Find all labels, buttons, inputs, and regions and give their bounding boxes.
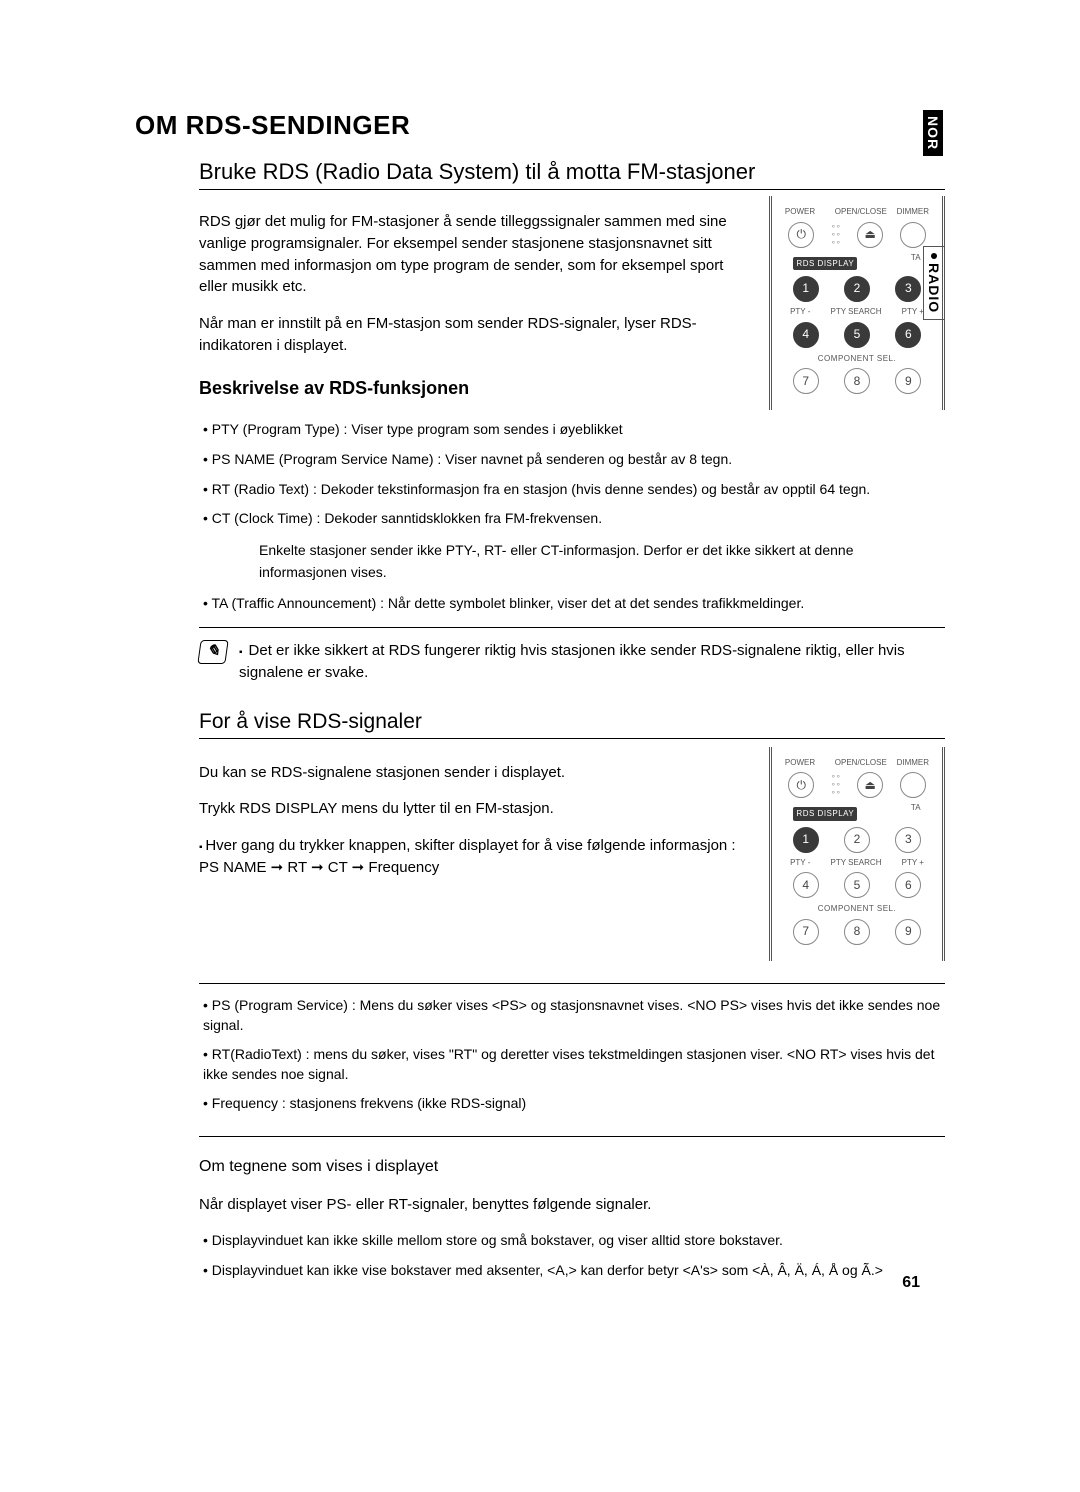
page-title: OM RDS-SENDINGER (135, 110, 945, 141)
func-pty: PTY (Program Type) : Viser type program … (203, 420, 945, 440)
dot-icon (931, 253, 937, 259)
view-p2: Trykk RDS DISPLAY mens du lytter til en … (199, 798, 751, 820)
note-icon: ✎ (197, 640, 228, 664)
chars-heading: Om tegnene som vises i displayet (199, 1155, 945, 1178)
chars-list: Displayvinduet kan ikke skille mellom st… (199, 1231, 945, 1280)
page-number: 61 (902, 1274, 920, 1292)
func-ta: TA (Traffic Announcement) : Når dette sy… (203, 594, 945, 614)
func-ps: PS NAME (Program Service Name) : Viser n… (203, 450, 945, 470)
func-rt: RT (Radio Text) : Dekoder tekstinformasj… (203, 480, 945, 500)
intro-p1: RDS gjør det mulig for FM-stasjoner å se… (199, 211, 751, 298)
def-freq: Frequency : stasjonens frekvens (ikke RD… (203, 1094, 945, 1114)
def-rt: RT(RadioText) : mens du søker, vises "RT… (203, 1045, 945, 1084)
func-ct: CT (Clock Time) : Dekoder sanntidsklokke… (203, 509, 945, 529)
view-p3: Hver gang du trykker knappen, skifter di… (199, 835, 751, 879)
remote-diagram-b: POWEROPEN/CLOSEDIMMER⏻∘∘∘∘∘∘⏏RDS DISPLAY… (769, 747, 945, 961)
func-list: PTY (Program Type) : Viser type program … (199, 420, 945, 528)
section-tab: RADIO (923, 246, 945, 320)
def-ps: PS (Program Service) : Mens du søker vis… (203, 996, 945, 1035)
chars-p1: Når displayet viser PS- eller RT-signale… (199, 1194, 945, 1216)
defs-list: PS (Program Service) : Mens du søker vis… (199, 996, 945, 1114)
chars-li1: Displayvinduet kan ikke skille mellom st… (203, 1231, 945, 1251)
section-label: RADIO (926, 263, 942, 313)
func-list-2: TA (Traffic Announcement) : Når dette sy… (199, 594, 945, 614)
hr-2 (199, 1136, 945, 1137)
note-row: ✎ ▪Det er ikke sikkert at RDS fungerer r… (199, 627, 945, 684)
hr-1 (199, 983, 945, 984)
remote-diagram-a: POWEROPEN/CLOSEDIMMER⏻∘∘∘∘∘∘⏏RDS DISPLAY… (769, 196, 945, 410)
note-text: ▪Det er ikke sikkert at RDS fungerer rik… (239, 640, 945, 684)
view-p1: Du kan se RDS-signalene stasjonen sender… (199, 762, 751, 784)
chars-li2: Displayvinduet kan ikke vise bokstaver m… (203, 1261, 945, 1281)
subtitle-2: For å vise RDS-signaler (199, 710, 945, 739)
subtitle-1: Bruke RDS (Radio Data System) til å mott… (199, 159, 945, 190)
lang-tab: NOR (923, 110, 943, 156)
side-tabs: NOR RADIO (923, 110, 945, 320)
intro-p2: Når man er innstilt på en FM-stasjon som… (199, 313, 751, 357)
func-ct-note: Enkelte stasjoner sender ikke PTY-, RT- … (259, 539, 945, 584)
func-heading: Beskrivelse av RDS-funksjonen (199, 375, 751, 401)
